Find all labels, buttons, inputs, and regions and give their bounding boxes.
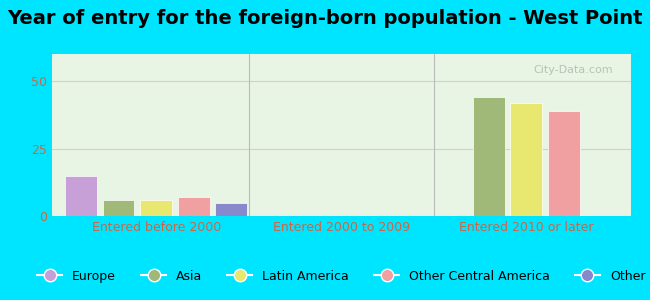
Legend: Europe, Asia, Latin America, Other Central America, Other: Europe, Asia, Latin America, Other Centr… — [32, 265, 650, 287]
Bar — [510, 103, 542, 216]
Bar — [65, 176, 97, 216]
Text: Year of entry for the foreign-born population - West Point: Year of entry for the foreign-born popul… — [7, 9, 643, 28]
Bar — [215, 202, 247, 216]
Bar — [548, 111, 580, 216]
Bar — [103, 200, 135, 216]
Bar — [178, 197, 210, 216]
Text: City-Data.com: City-Data.com — [534, 65, 613, 75]
Bar — [140, 200, 172, 216]
Bar — [473, 97, 504, 216]
